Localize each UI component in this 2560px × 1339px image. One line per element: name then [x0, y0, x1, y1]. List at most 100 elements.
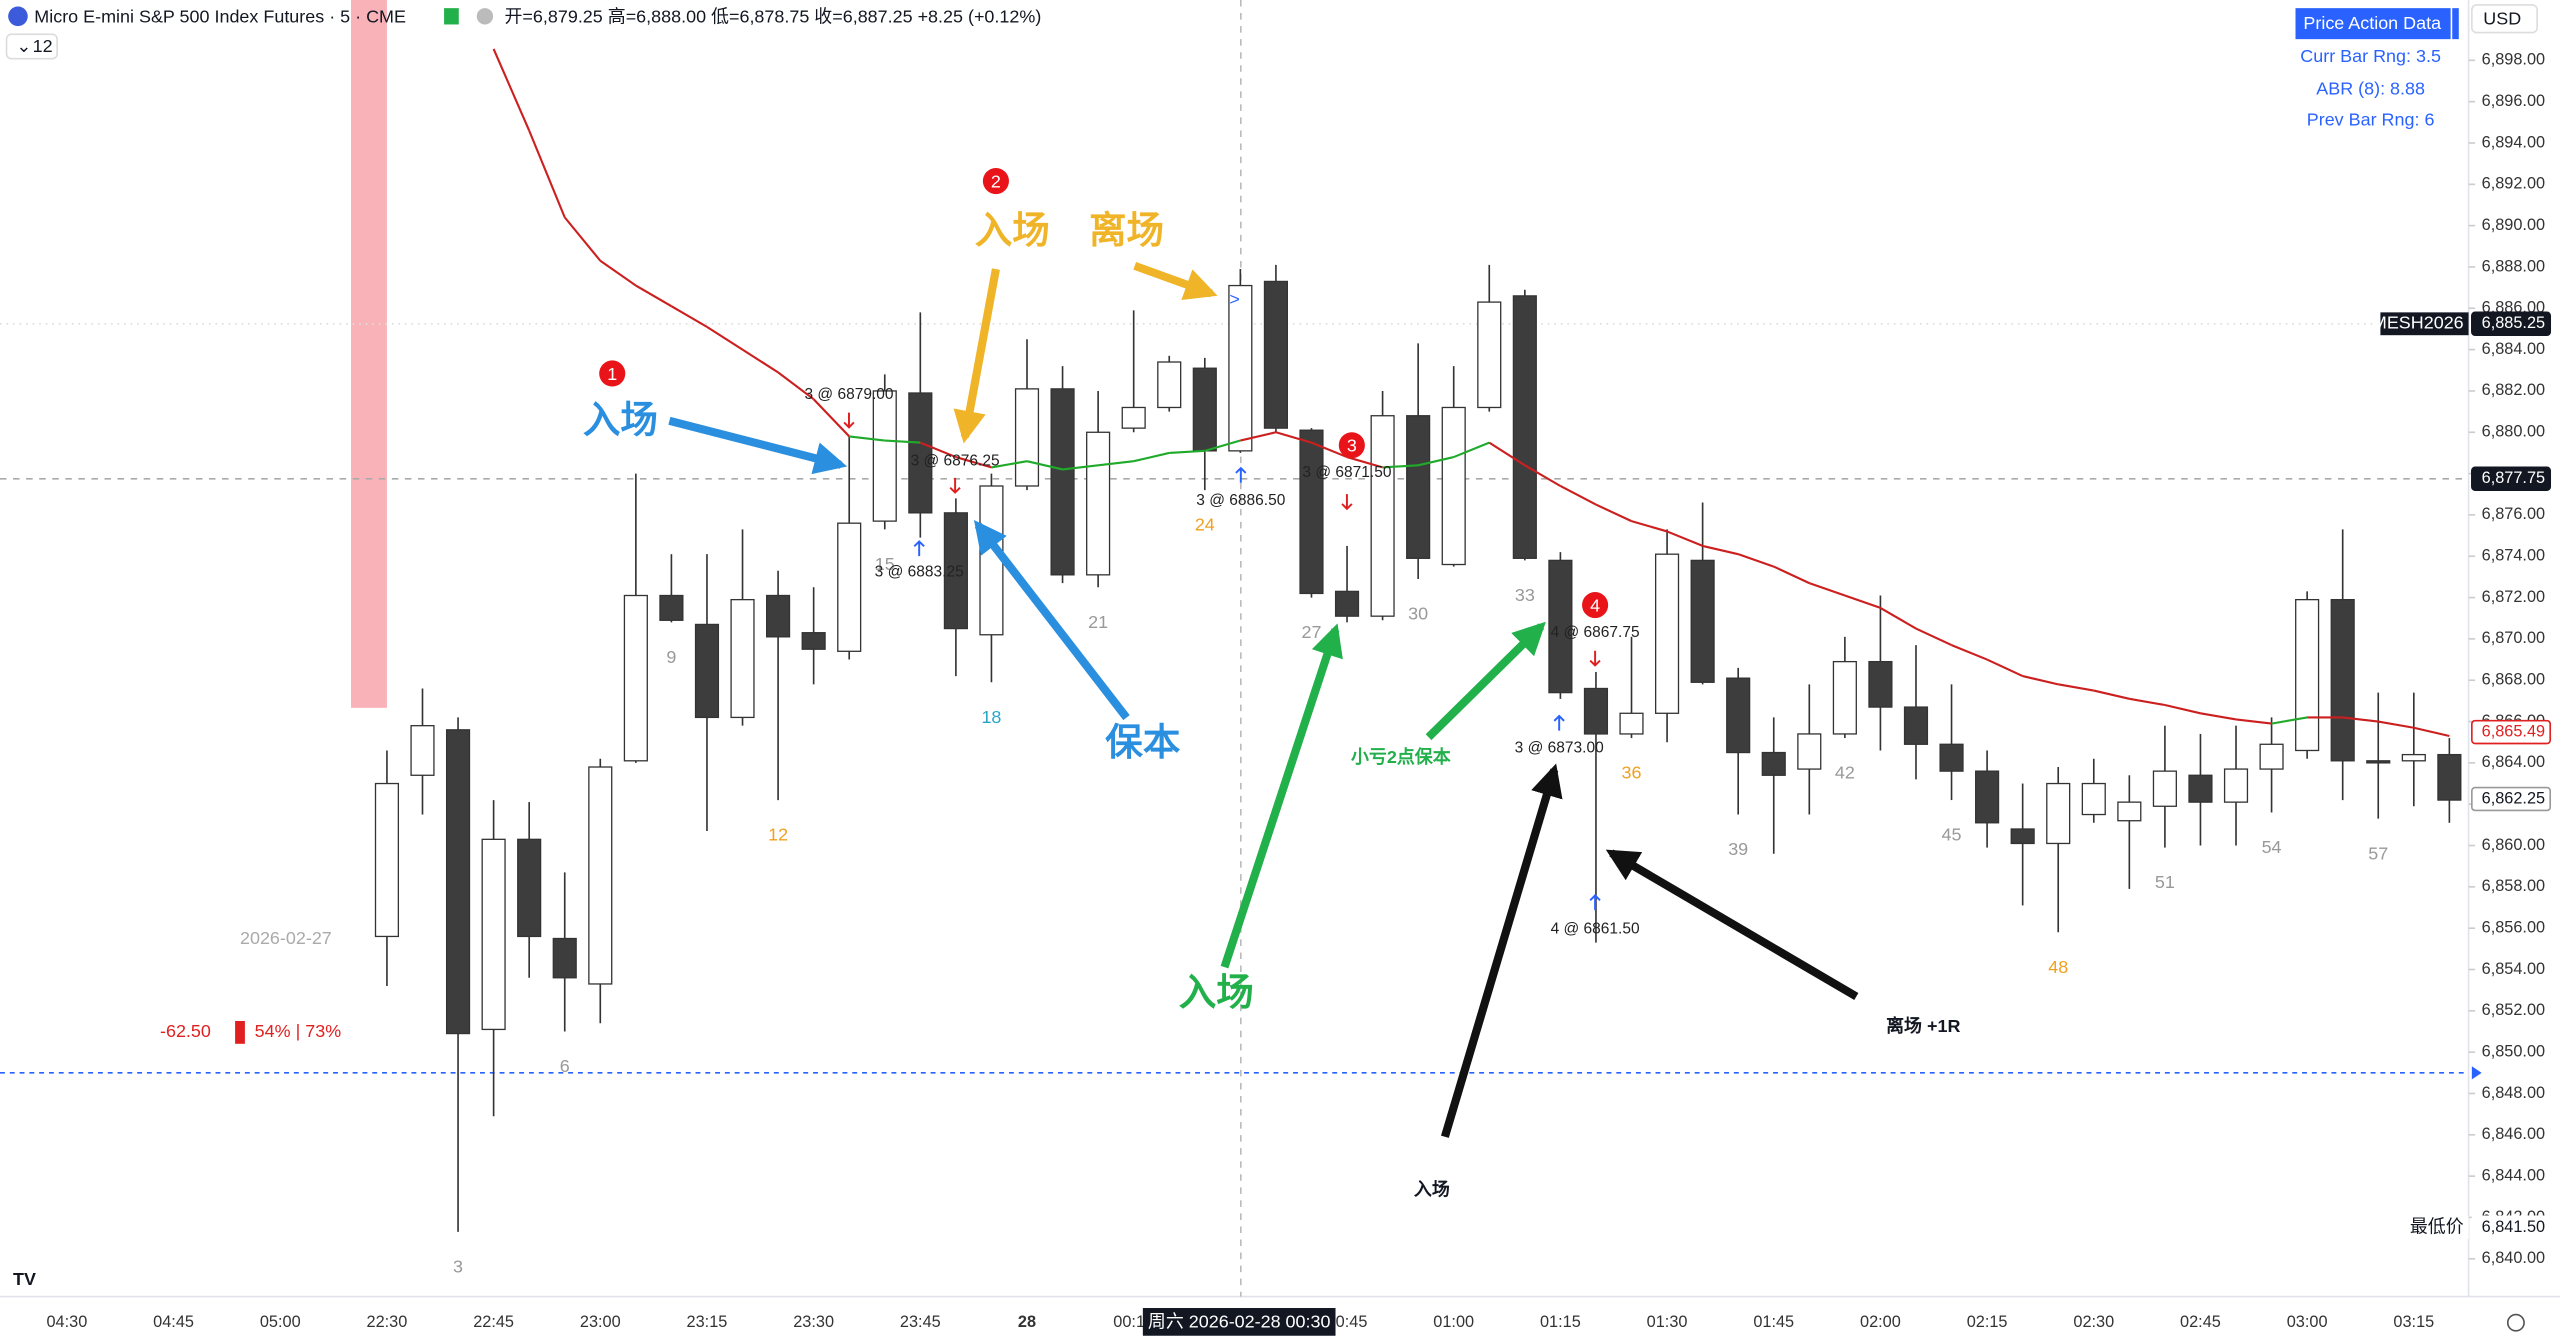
ema-segment — [777, 371, 815, 401]
trade-label: 3 @ 6873.00 — [1515, 740, 1604, 757]
x-tick-label: 01:45 — [1753, 1313, 1794, 1331]
chevron: ⌄ — [16, 36, 31, 56]
bar-count: 15 — [875, 554, 895, 574]
ema-segment — [1773, 565, 1810, 585]
annotation: 保本 — [1105, 721, 1181, 763]
candle-body — [1512, 295, 1537, 559]
marker-number: 1 — [607, 364, 617, 384]
y-tick-label: 6,848.00 — [2482, 1084, 2545, 1102]
candle-body — [2295, 598, 2320, 752]
bar-count: 54 — [2262, 837, 2282, 857]
ema-segment — [1915, 627, 1952, 647]
annotation: 离场 — [1089, 209, 1164, 251]
settings-icon[interactable] — [2506, 1313, 2525, 1332]
candle-body — [517, 838, 542, 938]
plot — [0, 48, 2482, 1260]
x-tick-label: 22:30 — [367, 1313, 408, 1331]
candle-body — [766, 594, 791, 638]
price-label: 6,862.25 — [2482, 789, 2545, 807]
y-tick-label: 6,884.00 — [2482, 340, 2545, 358]
candle-body — [2437, 753, 2462, 801]
candle-body — [1370, 415, 1395, 617]
bar-count: 12 — [768, 825, 788, 845]
exit-marker: > — [1229, 289, 1239, 309]
ema-segment — [1666, 530, 1704, 547]
candle-body — [481, 838, 506, 1031]
candle-body — [943, 512, 968, 630]
y-tick-label: 6,854.00 — [2482, 960, 2545, 978]
y-tick-label: 6,870.00 — [2482, 629, 2545, 647]
candle-body — [1441, 406, 1466, 566]
candle-body — [1619, 712, 1644, 735]
ema-segment — [1559, 485, 1597, 506]
annotation: 小亏2点保本 — [1351, 746, 1451, 767]
x-tick-label: 02:45 — [2180, 1313, 2221, 1331]
candle-body — [1121, 406, 1146, 429]
price-tag-box — [2380, 312, 2469, 336]
interval-dropdown[interactable] — [5, 33, 58, 60]
x-tick-label: 01:00 — [1433, 1313, 1474, 1331]
annotation: 离场 +1R — [1886, 1015, 1960, 1036]
candle-body — [1654, 553, 1680, 714]
candle-body — [2046, 782, 2071, 845]
candle-body — [979, 485, 1004, 636]
price-tag: MESH2026 — [2372, 313, 2464, 333]
symbol-title: Micro E-mini S&P 500 Index Futures · 5 ·… — [34, 7, 406, 27]
bar-count: 51 — [2155, 872, 2175, 892]
ema-segment — [599, 259, 637, 287]
bar-count: 36 — [1622, 763, 1642, 783]
ema-segment — [1986, 658, 2024, 678]
ema-segment — [2200, 712, 2237, 721]
crosshair-time-box — [1142, 1308, 1336, 1336]
ema-segment — [2164, 703, 2201, 715]
panel-edge — [2452, 8, 2459, 40]
candle-body — [659, 594, 684, 621]
ema-segment — [741, 348, 779, 374]
y-tick-label: 6,858.00 — [2482, 877, 2545, 895]
y-tick-label: 6,898.00 — [2482, 51, 2545, 69]
candle-body — [1050, 388, 1075, 576]
ema-segment — [1524, 464, 1561, 487]
ema-segment — [2022, 675, 2059, 686]
ema-segment — [528, 130, 566, 218]
annotation: 入场 — [975, 209, 1050, 251]
candle-body — [2330, 598, 2355, 762]
candle-body — [2223, 768, 2249, 803]
bar-count: 24 — [1195, 515, 1215, 535]
currency-button[interactable] — [2471, 4, 2538, 34]
x-tick-label: 02:15 — [1967, 1313, 2008, 1331]
price-label: 6,885.25 — [2482, 314, 2545, 332]
trade-label: 4 @ 6867.75 — [1551, 624, 1640, 641]
price-label-box — [2471, 719, 2552, 745]
x-tick-label: 04:45 — [153, 1313, 194, 1331]
price-label: 6,865.49 — [2482, 722, 2545, 740]
marker-number: 3 — [1347, 436, 1357, 456]
ema-segment — [1311, 441, 1348, 459]
x-tick-label: 05:00 — [260, 1313, 301, 1331]
y-tick-label: 6,882.00 — [2482, 381, 2545, 399]
trade-arrow — [1589, 894, 1601, 911]
panel-header — [2295, 8, 2451, 40]
trade-arrow — [1341, 494, 1353, 511]
candle-body — [1690, 559, 1715, 683]
ema-segment — [2413, 726, 2450, 738]
ema-segment — [1026, 460, 1063, 471]
flag-icon — [8, 6, 28, 27]
ema-segment — [955, 456, 992, 469]
candle-body — [2188, 774, 2213, 803]
y-tick-label: 6,846.00 — [2482, 1125, 2545, 1143]
candle-body — [1157, 361, 1182, 409]
candle-body — [694, 623, 720, 719]
ema-segment — [670, 305, 708, 328]
ema-segment — [1595, 503, 1632, 523]
x-tick-label: 02:00 — [1860, 1313, 1901, 1331]
candle-body — [1726, 677, 1751, 754]
ema-segment — [1097, 460, 1134, 467]
ema-segment — [1204, 439, 1241, 452]
candle-body — [1014, 388, 1040, 487]
arrow — [973, 519, 1130, 721]
y-tick-label: 6,888.00 — [2482, 257, 2545, 275]
ema-segment — [849, 435, 885, 442]
arrow — [1605, 849, 1859, 1001]
ema-segment — [812, 398, 850, 438]
